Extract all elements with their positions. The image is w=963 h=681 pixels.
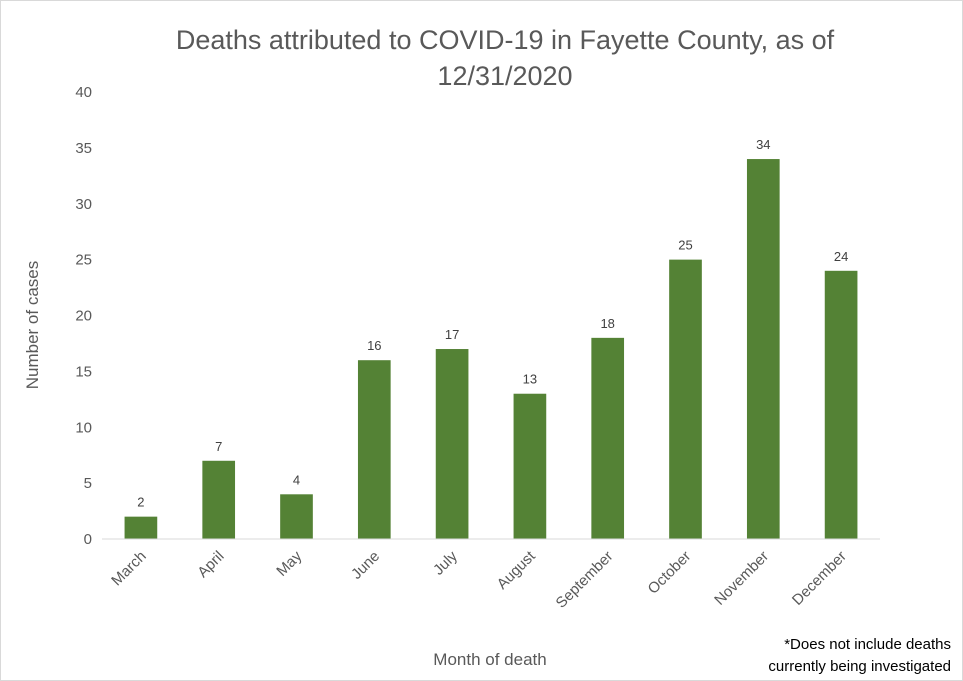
y-axis-title: Number of cases — [23, 261, 42, 390]
x-tick-label-june: June — [348, 548, 383, 583]
y-tick-label: 25 — [75, 252, 92, 269]
y-tick-label: 20 — [75, 308, 92, 325]
data-label-march: 2 — [137, 495, 144, 510]
footnote-line-1: *Does not include deaths — [784, 636, 951, 653]
y-axis-ticks: 0 5 10 15 20 25 30 35 40 — [75, 84, 92, 548]
x-axis-ticks: March April May June July August September Octo… — [108, 547, 850, 611]
data-label-april: 7 — [215, 439, 222, 454]
y-tick-label: 30 — [75, 196, 92, 213]
chart-title: Deaths attributed to COVID-19 in Fayette… — [175, 25, 835, 91]
bar-september — [591, 337, 625, 539]
data-labels: 2 7 4 16 17 13 18 25 34 24 — [137, 137, 848, 510]
data-label-august: 13 — [523, 372, 537, 387]
bar-july — [435, 349, 469, 539]
data-label-june: 16 — [367, 338, 381, 353]
footnote: *Does not include deaths currently being… — [768, 634, 951, 678]
bar-may — [280, 494, 313, 539]
data-label-september: 18 — [600, 316, 614, 331]
data-label-may: 4 — [293, 472, 300, 487]
x-tick-label-april: April — [194, 548, 227, 581]
y-tick-label: 40 — [75, 84, 92, 101]
bar-march — [124, 516, 158, 539]
x-tick-label-august: August — [494, 547, 540, 593]
x-axis-title: Month of death — [433, 650, 546, 669]
y-tick-label: 10 — [75, 419, 92, 436]
bar-october — [669, 259, 702, 539]
y-tick-label: 15 — [75, 363, 92, 380]
bar-june — [357, 360, 391, 539]
x-tick-label-may: May — [273, 547, 305, 579]
y-tick-label: 35 — [75, 140, 92, 157]
bar-april — [202, 460, 236, 539]
data-label-july: 17 — [445, 327, 459, 342]
footnote-line-2: currently being investigated — [768, 658, 951, 675]
data-label-november: 34 — [756, 137, 770, 152]
x-tick-label-july: July — [430, 547, 461, 578]
x-tick-label-november: November — [711, 548, 772, 609]
bars — [124, 159, 858, 540]
x-tick-label-march: March — [108, 548, 149, 589]
y-tick-label: 0 — [84, 531, 92, 548]
x-tick-label-october: October — [645, 548, 695, 598]
bar-december — [824, 270, 858, 539]
data-label-december: 24 — [834, 249, 848, 264]
data-label-october: 25 — [678, 238, 692, 253]
x-tick-label-december: December — [789, 548, 850, 609]
bar-november — [746, 159, 780, 540]
bar-august — [513, 393, 547, 539]
y-tick-label: 5 — [84, 475, 92, 492]
x-tick-label-september: September — [553, 548, 617, 612]
